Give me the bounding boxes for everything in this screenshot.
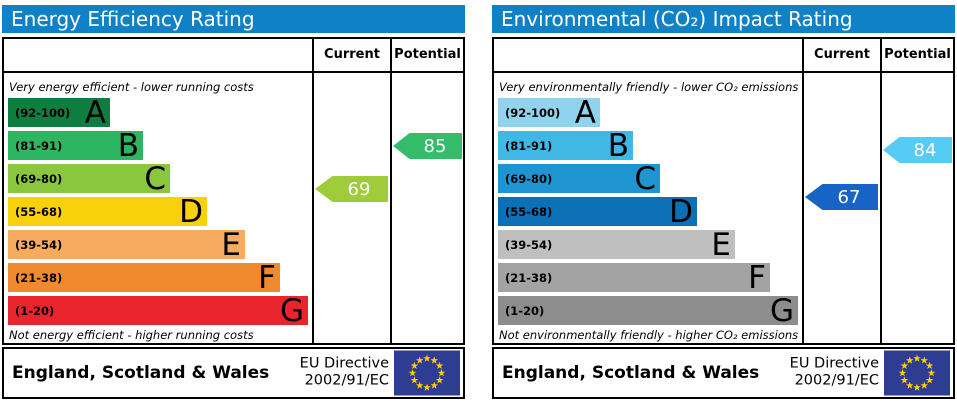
band-g: (1-20) G (498, 292, 798, 329)
band-range: (69-80) (505, 171, 553, 186)
current-rating-arrow: 67 (805, 184, 878, 210)
band-f: (21-38) F (8, 259, 280, 296)
band-letter: E (221, 226, 241, 263)
footer-bar: England, Scotland & Wales EU Directive 2… (492, 347, 955, 399)
eu-directive-label: EU Directive 2002/91/EC (789, 355, 879, 389)
potential-rating-value: 84 (913, 139, 937, 161)
band-b: (81-91) B (498, 127, 633, 164)
band-letter: A (84, 94, 106, 131)
band-range: (39-54) (505, 237, 553, 252)
band-range: (21-38) (15, 270, 63, 285)
current-column-header: Current (814, 47, 870, 62)
rating-chart: Current Potential Very energy efficient … (2, 37, 465, 345)
band-f: (21-38) F (498, 259, 770, 296)
band-e: (39-54) E (498, 226, 735, 263)
band-range: (55-68) (505, 204, 553, 219)
potential-column-header: Potential (884, 47, 951, 62)
band-letter: C (144, 160, 166, 197)
band-range: (81-91) (505, 138, 553, 153)
band-letter: B (607, 127, 629, 164)
bottom-caption: Not energy efficient - higher running co… (9, 328, 254, 342)
band-b: (81-91) B (8, 127, 143, 164)
band-a: (92-100) A (8, 94, 110, 131)
potential-rating-arrow: 84 (883, 137, 952, 163)
current-rating-value: 69 (347, 178, 371, 200)
panel-title-band: Environmental (CO₂) Impact Rating (492, 5, 955, 33)
band-letter: F (258, 259, 276, 296)
panel-title-band: Energy Efficiency Rating (2, 5, 465, 33)
band-e: (39-54) E (8, 226, 245, 263)
band-letter: G (769, 292, 794, 329)
header-divider (4, 71, 463, 73)
potential-rating-arrow: 85 (393, 133, 462, 159)
top-caption: Very energy efficient - lower running co… (9, 80, 254, 94)
band-letter: G (279, 292, 304, 329)
column-divider (312, 39, 314, 343)
column-divider (390, 39, 392, 343)
current-rating-value: 67 (837, 186, 861, 208)
eu-flag-icon (394, 350, 460, 396)
eu-flag-icon (884, 350, 950, 396)
band-letter: F (748, 259, 766, 296)
eu-directive-label: EU Directive 2002/91/EC (299, 355, 389, 389)
band-d: (55-68) D (8, 193, 207, 230)
top-caption: Very environmentally friendly - lower CO… (499, 80, 799, 94)
band-range: (1-20) (505, 303, 545, 318)
column-divider (880, 39, 882, 343)
panel-title: Environmental (CO₂) Impact Rating (501, 7, 853, 31)
band-letter: C (634, 160, 656, 197)
band-letter: D (669, 193, 693, 230)
band-range: (55-68) (15, 204, 63, 219)
energy-efficiency-panel: Energy Efficiency Rating Current Potenti… (2, 0, 465, 404)
footer-bar: England, Scotland & Wales EU Directive 2… (2, 347, 465, 399)
panel-title: Energy Efficiency Rating (11, 7, 255, 31)
band-letter: A (574, 94, 596, 131)
current-rating-arrow: 69 (315, 176, 388, 202)
band-range: (81-91) (15, 138, 63, 153)
band-a: (92-100) A (498, 94, 600, 131)
column-divider (802, 39, 804, 343)
band-range: (92-100) (505, 105, 561, 120)
band-letter: E (711, 226, 731, 263)
band-letter: B (117, 127, 139, 164)
region-label: England, Scotland & Wales (12, 363, 270, 383)
rating-chart: Current Potential Very environmentally f… (492, 37, 955, 345)
header-divider (494, 71, 953, 73)
potential-rating-value: 85 (423, 135, 447, 157)
potential-column-header: Potential (394, 47, 461, 62)
bottom-caption: Not environmentally friendly - higher CO… (499, 328, 799, 342)
band-range: (39-54) (15, 237, 63, 252)
band-range: (21-38) (505, 270, 553, 285)
co2-impact-panel: Environmental (CO₂) Impact Rating Curren… (492, 0, 955, 404)
band-d: (55-68) D (498, 193, 697, 230)
band-range: (1-20) (15, 303, 55, 318)
band-range: (92-100) (15, 105, 71, 120)
region-label: England, Scotland & Wales (502, 363, 760, 383)
band-g: (1-20) G (8, 292, 308, 329)
band-range: (69-80) (15, 171, 63, 186)
band-c: (69-80) C (498, 160, 660, 197)
band-letter: D (179, 193, 203, 230)
band-c: (69-80) C (8, 160, 170, 197)
current-column-header: Current (324, 47, 380, 62)
